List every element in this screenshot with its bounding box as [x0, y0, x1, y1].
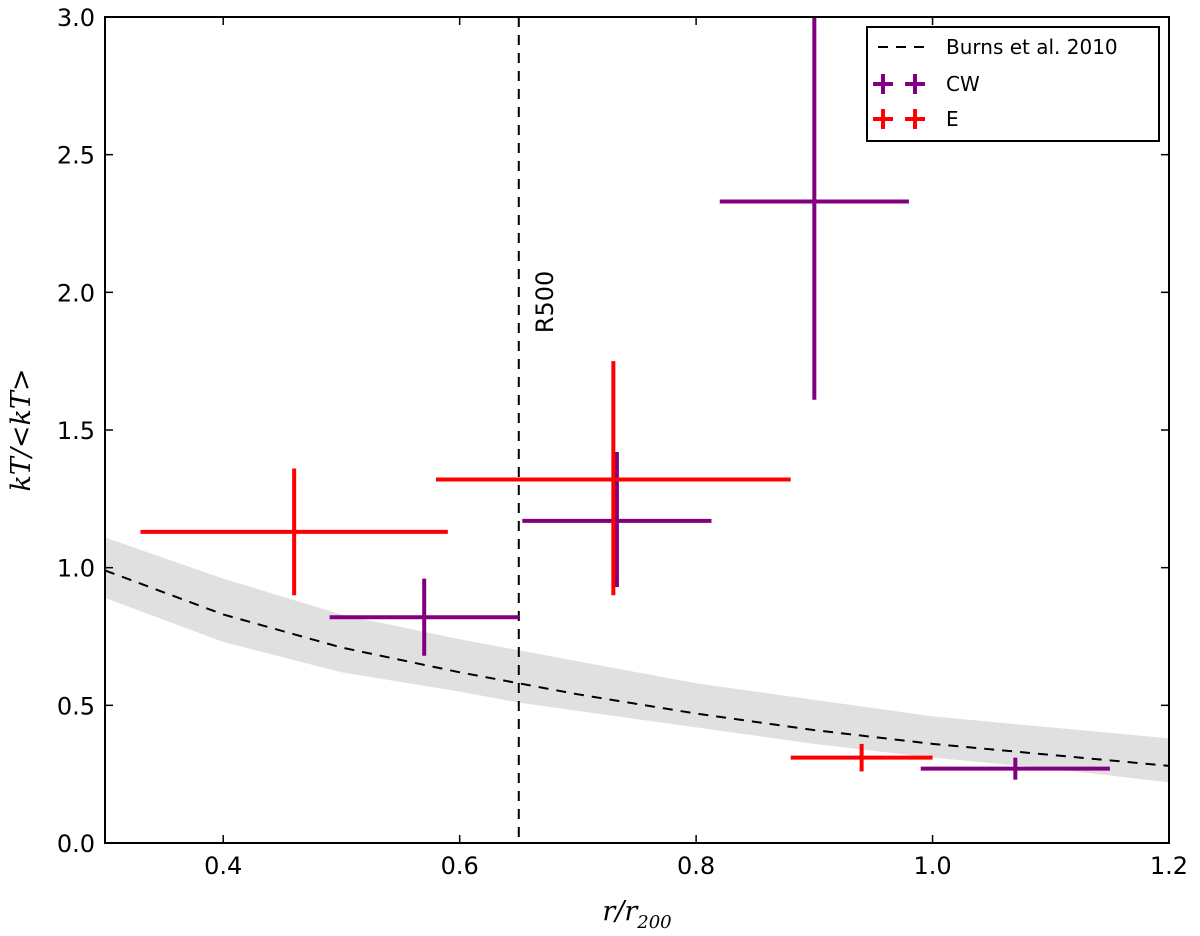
series-layer [140, 17, 1110, 780]
tick-layer: 0.4 0.6 0.8 1.0 1.2 0.0 0.5 1.0 1.5 2.0 2.5 3.0 [57, 4, 1188, 880]
y-tick-label: 2.5 [57, 142, 95, 170]
x-tick-label: 0.6 [441, 852, 479, 880]
y-tick-label: 0.0 [57, 830, 95, 858]
legend: Burns et al. 2010 CW E [866, 26, 1160, 142]
model-curve-layer [104, 569, 1170, 767]
reference-line-layer: R500 [517, 17, 559, 843]
y-tick-label: 3.0 [57, 4, 95, 32]
r500-label: R500 [531, 271, 559, 333]
model-curve [104, 569, 1170, 767]
y-axis-title: kT/<kT> [6, 368, 37, 491]
series-e [140, 361, 933, 772]
y-tick-label: 1.0 [57, 555, 95, 583]
series-cw [329, 17, 1110, 780]
legend-cw-swatch [873, 74, 925, 94]
uncertainty-band-layer [105, 537, 1169, 783]
x-tick-label: 0.4 [204, 852, 242, 880]
x-tick-label: 0.8 [677, 852, 715, 880]
x-axis-title-main: r/r [602, 896, 639, 927]
legend-model-label: Burns et al. 2010 [946, 35, 1118, 59]
y-tick-label: 1.5 [57, 417, 95, 445]
x-axis-title: r/r200 [602, 896, 671, 933]
legend-e-label: E [946, 107, 959, 131]
y-tick-label: 0.5 [57, 692, 95, 720]
y-tick-label: 2.0 [57, 279, 95, 307]
x-tick-label: 1.0 [913, 852, 951, 880]
x-axis-title-sub: 200 [636, 912, 671, 933]
legend-e-swatch [873, 109, 925, 129]
x-tick-label: 1.2 [1150, 852, 1188, 880]
model-uncertainty-band [105, 537, 1169, 783]
legend-cw-label: CW [946, 72, 980, 96]
